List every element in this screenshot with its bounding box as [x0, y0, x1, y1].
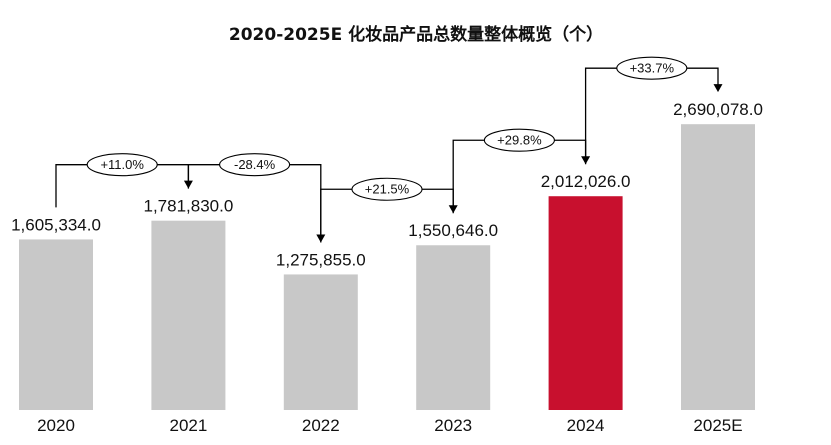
bar-2022 [283, 274, 358, 410]
category-label-2025E: 2025E [693, 416, 742, 435]
category-label-2020: 2020 [37, 416, 75, 435]
value-label-2025E: 2,690,078.0 [673, 100, 763, 119]
category-label-2021: 2021 [169, 416, 207, 435]
change-label-2021: +11.0% [100, 157, 144, 172]
change-arrow-2025E [713, 84, 723, 93]
change-badge-2025E [616, 56, 688, 80]
value-label-2022: 1,275,855.0 [276, 250, 366, 269]
value-label-2020: 1,605,334.0 [11, 215, 101, 234]
category-label-2022: 2022 [302, 416, 340, 435]
category-label-2023: 2023 [434, 416, 472, 435]
bar-2021 [151, 220, 226, 410]
change-label-2025E: +33.7% [630, 61, 675, 76]
change-label-2022: -28.4% [234, 157, 276, 172]
connectors-layer: +11.0% -28.4% +21.5% +29.8% +33.7% [55, 56, 723, 243]
change-label-2023: +21.5% [365, 182, 410, 197]
change-badge-2023 [351, 177, 423, 201]
value-label-2021: 1,781,830.0 [143, 197, 233, 216]
value-label-2024: 2,012,026.0 [541, 172, 631, 191]
bar-2020 [19, 239, 93, 410]
bar-2025E [681, 124, 755, 411]
change-badge-2021 [86, 153, 158, 177]
bar-2023 [416, 245, 491, 410]
chart-title: 2020-2025E 化妆品产品总数量整体概览（个） [229, 24, 603, 45]
value-label-2023: 1,550,646.0 [408, 221, 498, 240]
bars-layer [19, 124, 755, 411]
bar-2024 [548, 196, 623, 410]
change-badge-2024 [483, 128, 555, 152]
change-label-2024: +29.8% [497, 133, 542, 148]
category-label-2024: 2024 [567, 416, 605, 435]
labels-layer: 1,605,334.0 2020 1,781,830.0 2021 1,275,855.… [11, 100, 763, 435]
change-badge-2022 [219, 153, 291, 177]
